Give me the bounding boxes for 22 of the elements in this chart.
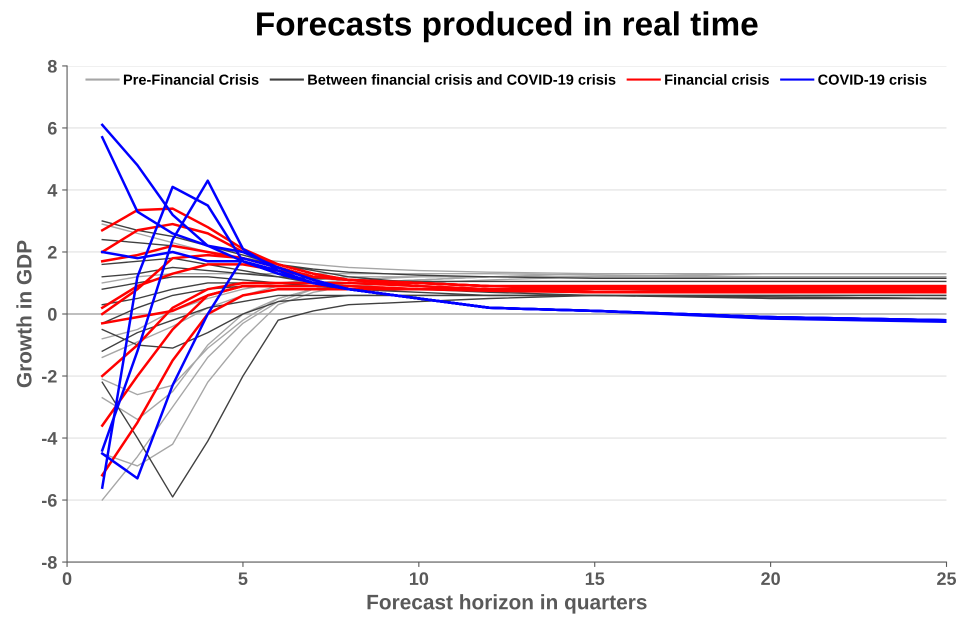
y-tick-label: -6 <box>42 494 57 507</box>
y-tick-label: 0 <box>48 308 57 321</box>
x-tick-label: 0 <box>62 572 72 586</box>
y-tick-label: 2 <box>48 246 57 259</box>
y-tick-label: -8 <box>42 556 57 569</box>
y-tick-label: -4 <box>42 432 58 445</box>
chart-title: Forecasts produced in real time <box>257 11 758 42</box>
x-tick-label: 15 <box>586 572 604 586</box>
x-axis-title: Forecast horizon in quarters <box>368 594 647 614</box>
x-tick-label: 25 <box>937 572 956 586</box>
y-tick-label: 6 <box>48 122 57 135</box>
y-tick-label: 4 <box>48 184 58 197</box>
x-tick-label: 10 <box>410 572 428 586</box>
legend-label: Financial crisis <box>665 74 769 85</box>
x-tick-label: 5 <box>238 572 248 586</box>
legend-label: Between financial crisis and COVID-19 crisis <box>308 74 616 85</box>
legend-label: Pre-Financial Crisis <box>124 74 259 85</box>
y-axis-title: Growth in GDP <box>16 240 32 388</box>
legend-label: COVID-19 crisis <box>818 74 926 85</box>
y-tick-label: 8 <box>48 60 57 73</box>
y-tick-label: -2 <box>42 370 57 383</box>
x-tick-label: 20 <box>761 572 780 586</box>
